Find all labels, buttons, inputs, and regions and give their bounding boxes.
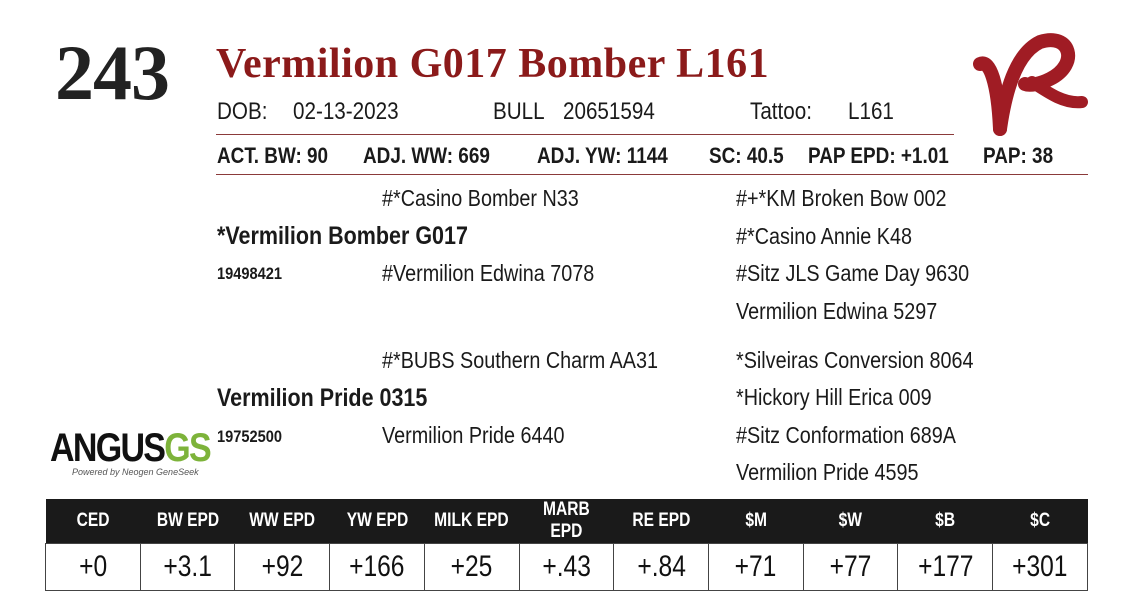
epd-value: +0 bbox=[45, 543, 141, 591]
dob-label: DOB: bbox=[217, 98, 268, 125]
pap-epd: PAP EPD: +1.01 bbox=[808, 143, 949, 168]
logo-text: VR bbox=[970, 24, 972, 25]
angus-gs-logo: ANGUSGS Powered by Neogen GeneSeek bbox=[50, 426, 212, 486]
lot-number: 243 bbox=[55, 29, 170, 116]
epd-header: MILK EPD bbox=[424, 499, 520, 544]
great-grandparent: #Sitz JLS Game Day 9630 bbox=[736, 260, 970, 286]
great-grandparent: Vermilion Pride 4595 bbox=[736, 459, 919, 485]
epd-value: +.43 bbox=[518, 543, 615, 591]
epd-header: YW EPD bbox=[329, 499, 425, 544]
divider-line bbox=[216, 174, 1088, 175]
actual-birth-weight: ACT. BW: 90 bbox=[217, 143, 329, 168]
tattoo-label: Tattoo: bbox=[750, 98, 812, 125]
epd-header: $C bbox=[992, 499, 1088, 544]
epd-value-row: +0 +3.1 +92 +166 +25 +.43 +.84 +71 +77 +… bbox=[45, 543, 1088, 591]
tattoo-value: L161 bbox=[848, 98, 894, 125]
angus-logo-suffix: GS bbox=[164, 426, 211, 470]
epd-table: CED BW EPD WW EPD YW EPD MILK EPD MARB E… bbox=[45, 499, 1088, 591]
epd-value: +.84 bbox=[613, 543, 710, 591]
pap: PAP: 38 bbox=[983, 143, 1054, 168]
sire-dam: #Vermilion Edwina 7078 bbox=[382, 260, 595, 286]
dob-value: 02-13-2023 bbox=[293, 98, 399, 125]
great-grandparent: *Hickory Hill Erica 009 bbox=[736, 384, 932, 410]
angus-logo-main: ANGUS bbox=[50, 426, 166, 470]
divider-line bbox=[216, 134, 954, 135]
epd-header: RE EPD bbox=[613, 499, 709, 544]
great-grandparent: #+*KM Broken Bow 002 bbox=[736, 185, 947, 211]
registration-number: 20651594 bbox=[563, 98, 655, 125]
dam-sire: #*BUBS Southern Charm AA31 bbox=[382, 347, 658, 373]
adjusted-weaning-weight: ADJ. WW: 669 bbox=[363, 143, 490, 168]
great-grandparent: #*Casino Annie K48 bbox=[736, 223, 912, 249]
epd-value: +77 bbox=[802, 543, 899, 591]
epd-header: MARB EPD bbox=[519, 499, 614, 544]
dam-registration: 19752500 bbox=[217, 427, 283, 446]
dam-name: Vermilion Pride 0315 bbox=[217, 384, 428, 412]
sire-sire: #*Casino Bomber N33 bbox=[382, 185, 579, 211]
epd-value: +3.1 bbox=[139, 543, 236, 591]
epd-header: $M bbox=[708, 499, 804, 544]
angus-logo-tagline: Powered by Neogen GeneSeek bbox=[72, 467, 199, 477]
epd-header: CED bbox=[45, 499, 141, 544]
epd-value: +25 bbox=[423, 543, 520, 591]
epd-value: +71 bbox=[708, 543, 804, 591]
sire-name: *Vermilion Bomber G017 bbox=[217, 222, 468, 250]
sex: BULL bbox=[493, 98, 545, 125]
epd-value: +92 bbox=[234, 543, 331, 591]
epd-header: WW EPD bbox=[234, 499, 330, 544]
sire-registration: 19498421 bbox=[217, 264, 283, 283]
epd-header: $W bbox=[803, 499, 898, 544]
great-grandparent: *Silveiras Conversion 8064 bbox=[736, 347, 974, 373]
epd-header-row: CED BW EPD WW EPD YW EPD MILK EPD MARB E… bbox=[45, 499, 1088, 544]
scrotal-circumference: SC: 40.5 bbox=[709, 143, 784, 168]
epd-header: $B bbox=[897, 499, 993, 544]
great-grandparent: #Sitz Conformation 689A bbox=[736, 422, 956, 448]
epd-value: +166 bbox=[329, 543, 425, 591]
animal-name: Vermilion G017 Bomber L161 bbox=[216, 41, 770, 87]
vr-brand-logo: VR bbox=[970, 24, 1088, 136]
adjusted-yearling-weight: ADJ. YW: 1144 bbox=[537, 143, 668, 168]
dam-dam: Vermilion Pride 6440 bbox=[382, 422, 565, 448]
epd-value: +177 bbox=[897, 543, 994, 591]
great-grandparent: Vermilion Edwina 5297 bbox=[736, 298, 938, 324]
epd-value: +301 bbox=[992, 543, 1088, 591]
epd-header: BW EPD bbox=[140, 499, 235, 544]
